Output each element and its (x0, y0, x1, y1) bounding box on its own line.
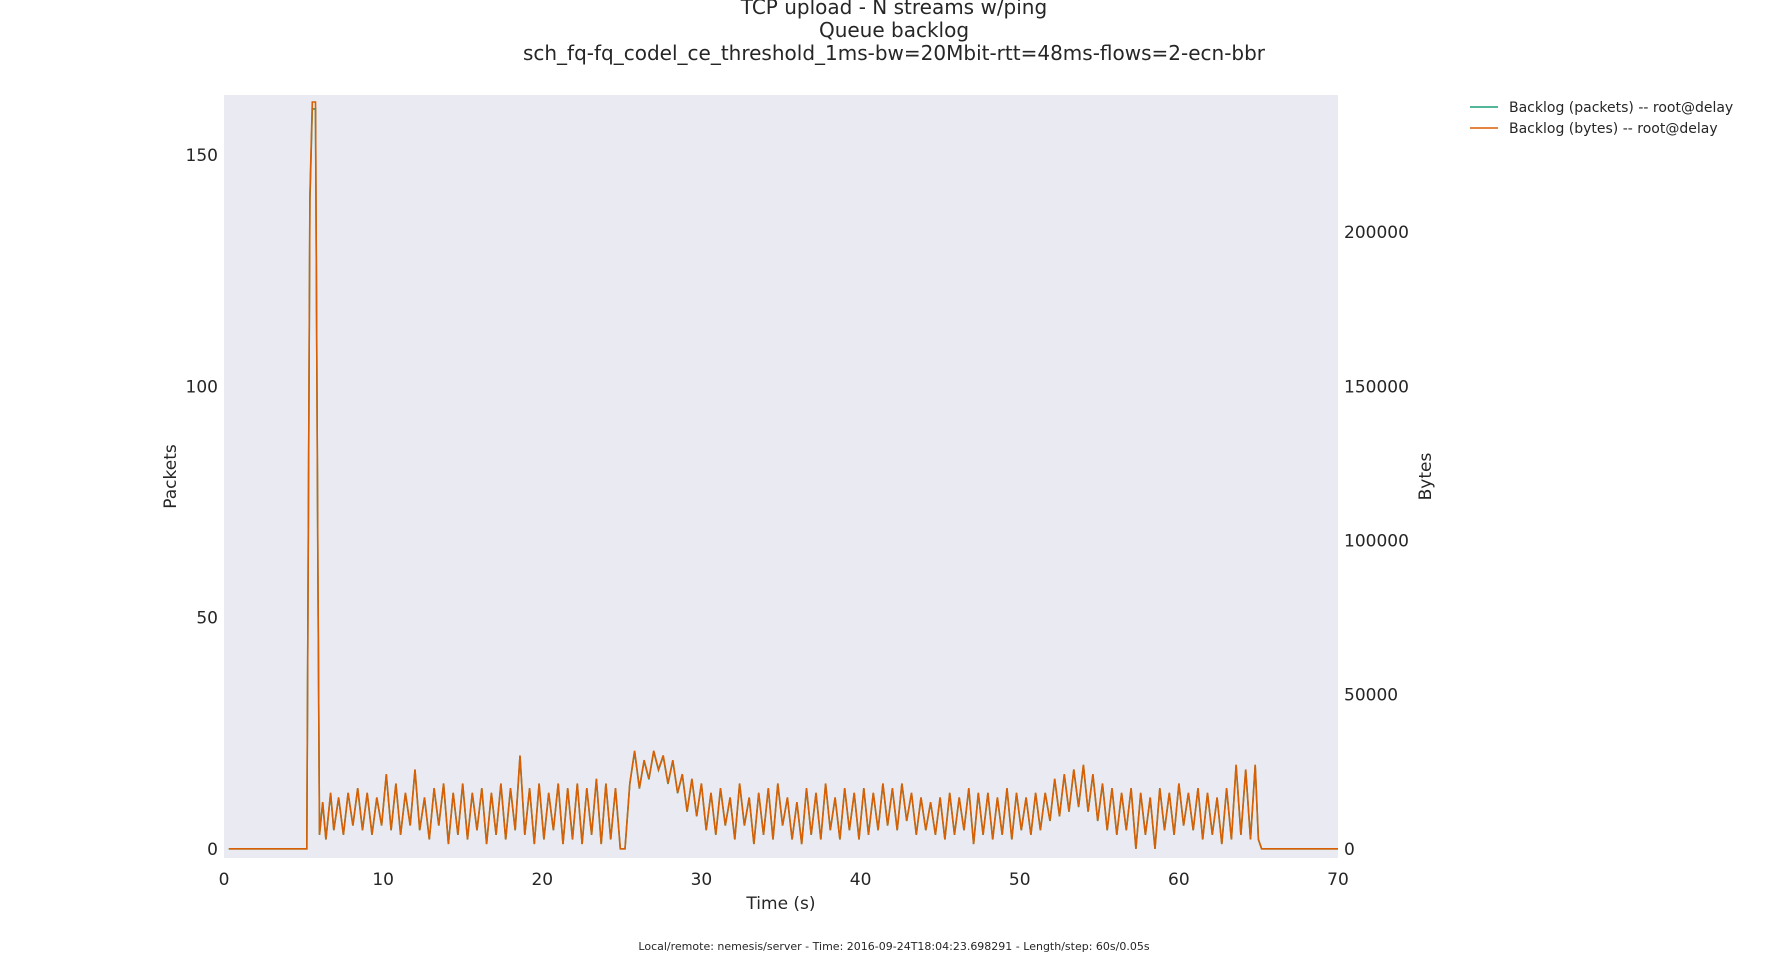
x-axis-ticks: 0 10 20 30 40 50 60 70 (219, 870, 1349, 890)
right-y-tick-label: 200000 (1344, 223, 1409, 243)
plot-area-background (224, 95, 1338, 858)
left-y-axis-ticks: 0 50 100 150 (186, 146, 218, 860)
legend: Backlog (packets) -- root@delay Backlog (… (1470, 100, 1733, 137)
x-tick-label: 10 (372, 870, 394, 890)
right-y-axis-label: Bytes (1416, 453, 1436, 501)
legend-entry: Backlog (bytes) -- root@delay (1509, 121, 1718, 137)
right-y-tick-label: 100000 (1344, 531, 1409, 551)
x-tick-label: 20 (531, 870, 553, 890)
series-line-bytes (228, 101, 1338, 850)
x-tick-label: 50 (1009, 870, 1031, 890)
left-y-tick-label: 150 (186, 146, 218, 166)
footer-metadata: Local/remote: nemesis/server - Time: 201… (638, 940, 1149, 953)
x-tick-label: 30 (691, 870, 713, 890)
right-y-tick-label: 50000 (1344, 686, 1398, 706)
x-tick-label: 40 (850, 870, 872, 890)
left-y-axis-label: Packets (161, 444, 181, 509)
x-tick-label: 60 (1168, 870, 1190, 890)
series-layer (228, 101, 1338, 850)
left-y-tick-label: 50 (196, 609, 218, 629)
chart-title-line-1: TCP upload - N streams w/ping (740, 0, 1047, 19)
chart-title-line-2: Queue backlog (819, 18, 969, 42)
legend-entry: Backlog (packets) -- root@delay (1509, 100, 1733, 116)
left-y-tick-label: 100 (186, 377, 218, 397)
right-y-axis-ticks: 0 50000 100000 150000 200000 (1344, 223, 1409, 860)
right-y-tick-label: 0 (1344, 840, 1355, 860)
x-tick-label: 70 (1327, 870, 1349, 890)
x-tick-label: 0 (219, 870, 230, 890)
right-y-tick-label: 150000 (1344, 377, 1409, 397)
x-axis-label: Time (s) (745, 894, 815, 914)
left-y-tick-label: 0 (207, 840, 218, 860)
chart-title-line-3: sch_fq-fq_codel_ce_threshold_1ms-bw=20Mb… (523, 41, 1266, 65)
